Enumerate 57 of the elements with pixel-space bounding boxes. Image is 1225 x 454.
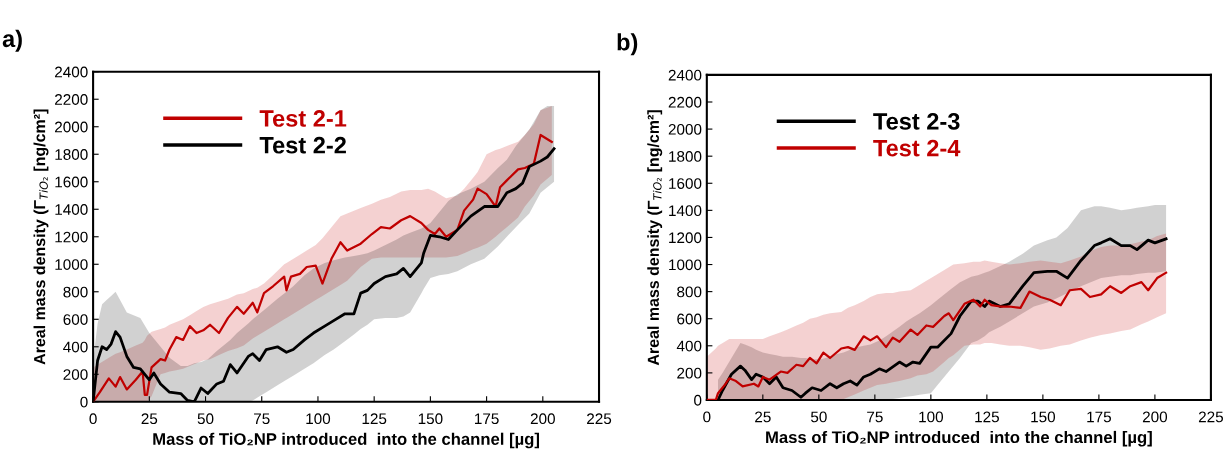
x-axis-title: Mass of TiO₂NP introduced into the channel [µg] <box>153 432 540 449</box>
legend-label: Test 2-4 <box>873 139 961 157</box>
legend-label: Test 2-1 <box>259 110 347 127</box>
y-tick-label: 800 <box>677 286 702 298</box>
x-tick-label: 225 <box>587 413 612 425</box>
y-tick-label: 2200 <box>668 96 702 108</box>
chart-title: a) <box>2 29 22 52</box>
y-tick-label: 1000 <box>669 259 702 271</box>
y-tick-label: 200 <box>677 367 702 379</box>
y-tick-label: 800 <box>63 286 88 298</box>
legend-label: Test 2-3 <box>873 113 960 130</box>
y-tick-label: 1800 <box>669 151 702 162</box>
x-tick-label: 175 <box>1087 411 1111 423</box>
y-tick-label: 600 <box>677 313 702 325</box>
y-tick-label: 400 <box>63 341 88 353</box>
x-axis-title: Mass of TiO₂NP introduced into the channel [µg] <box>766 430 1152 447</box>
y-tick-label: 2400 <box>668 69 702 81</box>
x-tick-label: 100 <box>919 411 944 423</box>
y-tick-label: 1400 <box>669 205 702 217</box>
x-tick-label: 225 <box>1198 411 1224 423</box>
x-tick-label: 0 <box>703 411 711 423</box>
y-tick-label: 1400 <box>55 204 88 215</box>
y-tick-label: 1200 <box>669 232 702 244</box>
x-tick-label: 25 <box>755 411 771 423</box>
x-tick-label: 175 <box>475 413 499 425</box>
y-tick-label: 1600 <box>669 178 702 189</box>
x-tick-label: 150 <box>418 413 443 425</box>
x-tick-label: 75 <box>867 411 883 423</box>
y-tick-label: 1600 <box>55 176 88 188</box>
x-tick-label: 200 <box>530 413 555 425</box>
y-tick-label: 2200 <box>55 94 88 105</box>
y-tick-label: 400 <box>676 340 702 352</box>
y-tick-label: 600 <box>63 314 88 325</box>
x-tick-label: 125 <box>975 411 999 423</box>
chart-title: b) <box>617 33 638 56</box>
x-tick-label: 50 <box>810 411 827 423</box>
x-tick-label: 50 <box>197 413 214 425</box>
y-tick-label: 1000 <box>55 259 88 270</box>
x-tick-label: 25 <box>141 413 158 425</box>
x-tick-label: 150 <box>1031 411 1056 423</box>
x-tick-label: 125 <box>362 413 387 425</box>
line-series <box>706 271 1168 400</box>
x-tick-label: 100 <box>306 413 331 425</box>
y-tick-label: 0 <box>694 394 702 406</box>
y-axis-title: Areal mass density (Γ$_{TiO₂}$ [ng/cm²] <box>33 109 49 365</box>
x-tick-label: 200 <box>1142 411 1168 423</box>
y-tick-label: 1200 <box>55 231 88 243</box>
y-tick-label: 2000 <box>668 123 702 135</box>
y-tick-label: 1800 <box>55 149 88 160</box>
y-tick-label: 0 <box>80 396 88 408</box>
x-tick-label: 0 <box>89 413 97 425</box>
y-tick-label: 2400 <box>55 66 88 78</box>
y-tick-label: 2000 <box>55 121 88 133</box>
legend-label: Test 2-2 <box>259 136 346 154</box>
x-tick-label: 75 <box>254 413 270 425</box>
y-tick-label: 200 <box>63 369 88 380</box>
y-axis-title: Areal mass density (Γ$_{TiO₂}$ [ng/cm²] <box>647 110 663 366</box>
